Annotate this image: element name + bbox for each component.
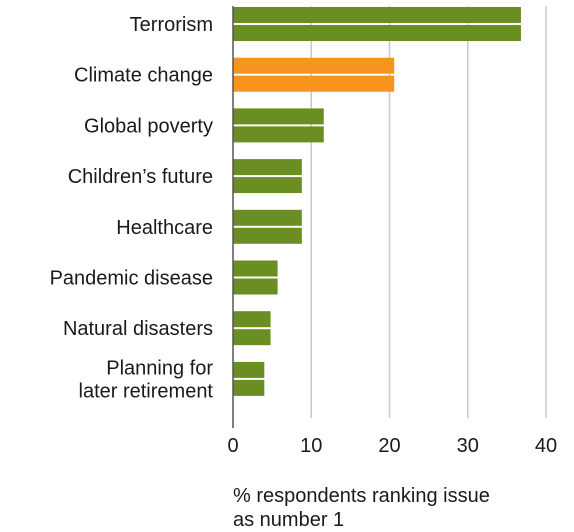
bar-healthcare-2 bbox=[233, 227, 302, 244]
bar-planning-for-later-retirement-1 bbox=[233, 361, 265, 378]
bar-planning-for-later-retirement-2 bbox=[233, 379, 265, 396]
x-tick-label-20: 20 bbox=[378, 435, 400, 457]
bars bbox=[233, 7, 521, 396]
bar-children-s-future-2 bbox=[233, 177, 302, 194]
bar-natural-disasters-1 bbox=[233, 311, 271, 328]
bar-pandemic-disease-2 bbox=[233, 278, 278, 295]
category-labels: Terrorism Climate change Global poverty Chi… bbox=[50, 14, 214, 402]
bar-natural-disasters-2 bbox=[233, 329, 271, 346]
bar-terrorism-2 bbox=[233, 25, 521, 41]
bar-children-s-future-1 bbox=[233, 159, 302, 176]
category-label-terrorism: Terrorism bbox=[130, 14, 213, 36]
category-label-climate-change: Climate change bbox=[74, 65, 213, 87]
x-tick-label-30: 30 bbox=[457, 435, 479, 457]
category-label-pandemic-disease: Pandemic disease bbox=[50, 268, 213, 290]
category-label-planning-for-later-retirement: Planning for later retirement bbox=[79, 357, 214, 402]
category-label-healthcare: Healthcare bbox=[116, 217, 213, 239]
x-axis-label: % respondents ranking issue as number 1 bbox=[233, 485, 490, 531]
gridlines bbox=[310, 6, 547, 418]
bar-global-poverty-1 bbox=[233, 108, 324, 125]
x-tick-label-0: 0 bbox=[227, 435, 238, 457]
bar-pandemic-disease-1 bbox=[233, 260, 278, 277]
bar-climate-change-1 bbox=[233, 57, 395, 74]
x-tick-labels: 0 10 20 30 40 bbox=[227, 435, 557, 457]
bar-global-poverty-2 bbox=[233, 126, 324, 143]
category-label-global-poverty: Global poverty bbox=[84, 115, 213, 137]
bar-healthcare-1 bbox=[233, 209, 302, 226]
category-label-children-s-future: Children’s future bbox=[68, 166, 213, 188]
x-tick-label-40: 40 bbox=[535, 435, 557, 457]
x-tick-label-10: 10 bbox=[300, 435, 322, 457]
bar-climate-change-2 bbox=[233, 75, 395, 92]
category-label-natural-disasters: Natural disasters bbox=[63, 318, 213, 340]
bar-terrorism-1 bbox=[233, 7, 521, 23]
